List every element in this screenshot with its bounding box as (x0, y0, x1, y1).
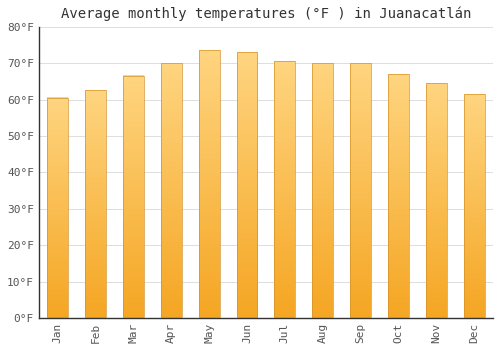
Bar (388, 74, 409, 318)
Bar (426, 83, 446, 318)
Bar (85, 90, 106, 318)
Bar (123, 76, 144, 318)
Title: Average monthly temperatures (°F ) in Juanacatlán: Average monthly temperatures (°F ) in Ju… (60, 7, 471, 21)
Bar (464, 94, 484, 318)
Bar (312, 63, 333, 318)
Bar (350, 63, 371, 318)
Bar (236, 52, 258, 318)
Bar (274, 61, 295, 318)
Bar (161, 63, 182, 318)
Bar (198, 50, 220, 318)
Bar (48, 98, 68, 318)
